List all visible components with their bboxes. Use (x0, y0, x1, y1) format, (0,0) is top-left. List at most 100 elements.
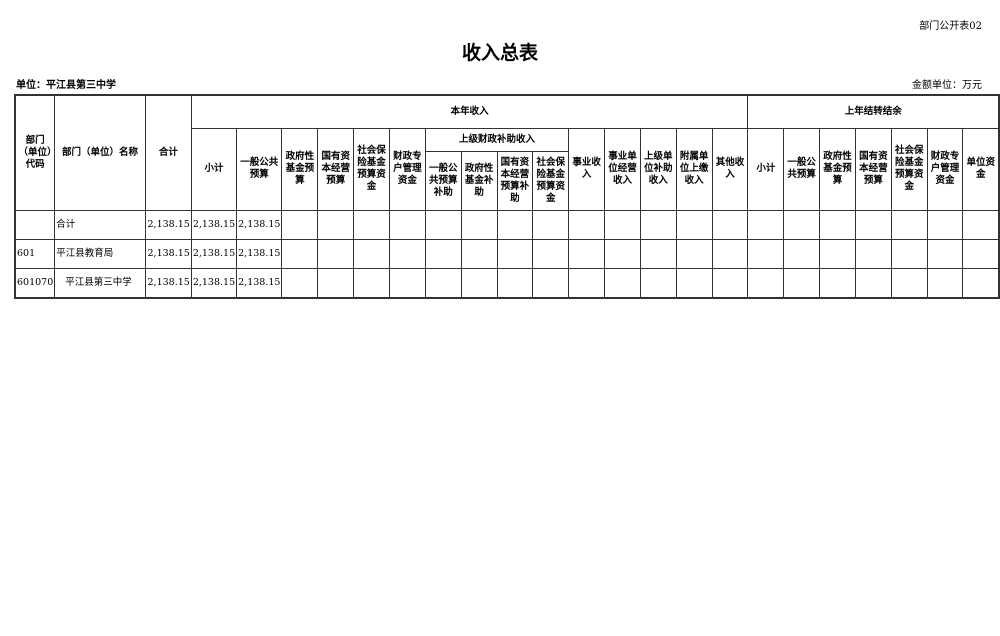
header-superior-col: 政府性基金补助 (460, 150, 498, 211)
cell-empty (460, 209, 498, 240)
header-other-col: 附属单位上缴收入 (675, 127, 713, 211)
header-other-col: 其他收入 (711, 127, 749, 211)
cell-empty (532, 267, 570, 298)
unit-label: 单位：平江县第三中学 (16, 80, 116, 91)
header-superior-col: 一般公共预算补助 (424, 150, 462, 211)
cell-empty (568, 267, 606, 298)
cell-empty (424, 238, 462, 269)
cell-empty (460, 238, 498, 269)
cell-empty (711, 238, 749, 269)
cell-empty (317, 209, 355, 240)
cell-empty (604, 238, 641, 269)
cell-empty (568, 209, 606, 240)
cell-empty (711, 209, 749, 240)
table-row: 601070 平江县第三中学 2,138.15 2,138.15 2,138.15 (14, 267, 1000, 298)
header-last-col: 小计 (747, 127, 785, 211)
cell-empty (639, 238, 677, 269)
cell-name: 平江县第三中学 (54, 267, 146, 298)
header-current-year: 本年收入 (190, 94, 749, 129)
cell-empty (854, 267, 892, 298)
header-last-col: 政府性基金预算 (819, 127, 856, 211)
table-row: 601 平江县教育局 2,138.15 2,138.15 2,138.15 (14, 238, 1000, 269)
header-last-col: 单位资金 (962, 127, 1000, 211)
cell-empty (388, 238, 426, 269)
cell-empty (353, 209, 390, 240)
cell-total: 2,138.15 (144, 267, 192, 298)
cell-empty (783, 267, 821, 298)
header-last-col: 国有资本经营预算 (854, 127, 892, 211)
cell-subtotal: 2,138.15 (190, 209, 238, 240)
cell-empty (353, 267, 390, 298)
cell-empty (962, 267, 1000, 298)
header-other-col: 事业单位经营收入 (604, 127, 641, 211)
income-summary-table: 部门（单位）代码 部门（单位）名称 合计 本年收入 上年结转结余 小计 一般公共预… (14, 94, 1000, 299)
cell-name: 平江县教育局 (54, 238, 146, 269)
cell-empty (460, 267, 498, 298)
cell-empty (890, 209, 928, 240)
cell-empty (854, 209, 892, 240)
header-current-col: 政府性基金预算 (281, 127, 319, 211)
cell-empty (568, 238, 606, 269)
header-code: 部门（单位）代码 (14, 94, 56, 211)
cell-empty (424, 209, 462, 240)
cell-subtotal: 2,138.15 (190, 238, 238, 269)
header-total: 合计 (144, 94, 192, 211)
cell-empty (675, 209, 713, 240)
header-other-col: 上级单位补助收入 (639, 127, 677, 211)
header-last-col: 社会保险基金预算资金 (890, 127, 928, 211)
cell-empty (281, 209, 319, 240)
table-row: 合计 2,138.15 2,138.15 2,138.15 (14, 209, 1000, 240)
cell-empty (890, 238, 928, 269)
cell-empty (747, 238, 785, 269)
cell-general-budget: 2,138.15 (236, 267, 283, 298)
cell-empty (962, 238, 1000, 269)
cell-empty (317, 238, 355, 269)
cell-empty (711, 267, 749, 298)
cell-empty (783, 209, 821, 240)
cell-empty (388, 267, 426, 298)
cell-empty (353, 238, 390, 269)
cell-empty (281, 238, 319, 269)
cell-empty (747, 209, 785, 240)
cell-empty (317, 267, 355, 298)
header-current-col: 国有资本经营预算 (317, 127, 355, 211)
cell-empty (388, 209, 426, 240)
cell-empty (890, 267, 928, 298)
cell-general-budget: 2,138.15 (236, 209, 283, 240)
header-superior-col: 社会保险基金预算资金 (532, 150, 570, 211)
form-code: 部门公开表02 (919, 21, 982, 32)
cell-empty (532, 238, 570, 269)
cell-empty (819, 267, 856, 298)
cell-empty (639, 209, 677, 240)
cell-total: 2,138.15 (144, 209, 192, 240)
money-unit: 金额单位：万元 (912, 80, 982, 91)
header-current-col: 财政专户管理资金 (388, 127, 426, 211)
header-current-col: 一般公共预算 (236, 127, 283, 211)
header-superior-col: 国有资本经营预算补助 (496, 150, 534, 211)
cell-empty (424, 267, 462, 298)
cell-empty (962, 209, 1000, 240)
cell-empty (819, 238, 856, 269)
cell-code: 601070 (14, 267, 56, 298)
cell-empty (854, 238, 892, 269)
cell-empty (496, 238, 534, 269)
cell-empty (819, 209, 856, 240)
cell-empty (783, 238, 821, 269)
page-title: 收入总表 (461, 42, 538, 64)
cell-empty (281, 267, 319, 298)
cell-subtotal: 2,138.15 (190, 267, 238, 298)
cell-empty (675, 238, 713, 269)
header-last-col: 财政专户管理资金 (926, 127, 964, 211)
cell-code: 601 (14, 238, 56, 269)
cell-name: 合计 (54, 209, 146, 240)
cell-empty (747, 267, 785, 298)
cell-empty (604, 267, 641, 298)
cell-general-budget: 2,138.15 (236, 238, 283, 269)
cell-empty (532, 209, 570, 240)
header-last-col: 一般公共预算 (783, 127, 821, 211)
cell-code (14, 209, 56, 240)
cell-empty (926, 267, 964, 298)
cell-total: 2,138.15 (144, 238, 192, 269)
cell-empty (496, 209, 534, 240)
cell-empty (926, 209, 964, 240)
